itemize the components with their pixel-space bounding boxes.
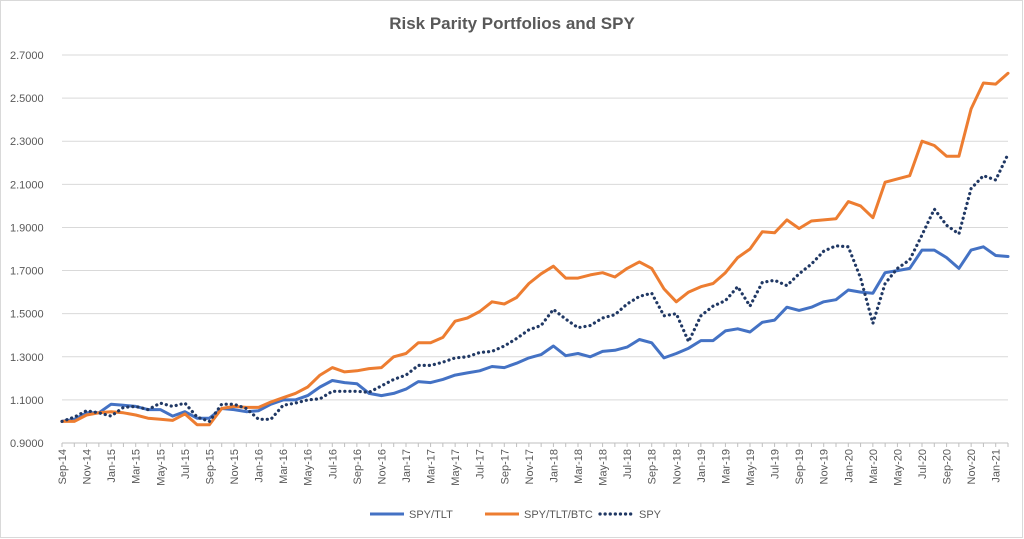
series-line-spy-tlt-btc (60, 71, 1010, 427)
legend-label: SPY/TLT (409, 509, 453, 521)
x-tick-label: Sep-16 (352, 449, 364, 484)
x-tick-label: Nov-17 (524, 449, 536, 484)
series-line-spy (60, 152, 1010, 423)
x-tick-label: Mar-17 (426, 449, 438, 484)
y-tick-label: 2.3000 (10, 136, 44, 148)
x-tick-label: Jul-15 (180, 449, 192, 479)
gridlines (62, 54, 1008, 401)
x-tick-label: Nov-19 (819, 449, 831, 484)
x-tick-label: Jan-16 (254, 449, 266, 483)
x-tick-label: May-16 (303, 449, 315, 486)
x-tick-label: Mar-18 (573, 449, 585, 484)
legend: SPY/TLT SPY/TLT/BTC SPY (370, 509, 662, 521)
x-tick-label: Sep-18 (647, 449, 659, 484)
x-tick-label: May-19 (745, 449, 757, 486)
x-tick-label: Jan-19 (696, 449, 708, 483)
x-tick-label: Jan-17 (401, 449, 413, 483)
x-tick-label: Jan-21 (991, 449, 1003, 483)
x-tick-label: Jul-17 (475, 449, 487, 479)
legend-label: SPY/TLT/BTC (524, 509, 593, 521)
x-tick-label: Nov-16 (376, 449, 388, 484)
x-tick-label: Jan-15 (106, 449, 118, 483)
x-tick-label: Sep-15 (204, 449, 216, 484)
y-tick-label: 1.1000 (10, 395, 44, 407)
y-tick-label: 2.5000 (10, 93, 44, 105)
x-tick-label: May-15 (155, 449, 167, 486)
x-tick-label: Nov-15 (229, 449, 241, 484)
x-tick-label: Jul-19 (770, 449, 782, 479)
x-tick-label: Mar-19 (720, 449, 732, 484)
x-tick-label: Sep-19 (794, 449, 806, 484)
x-tick-label: Nov-14 (82, 449, 94, 484)
x-tick-label: Sep-17 (499, 449, 511, 484)
x-tick-label: Mar-16 (278, 449, 290, 484)
y-tick-label: 2.7000 (10, 50, 44, 62)
y-tick-label: 1.5000 (10, 309, 44, 321)
x-tick-label: Sep-14 (57, 449, 69, 484)
x-tick-label: May-18 (598, 449, 610, 486)
x-tick-label: May-20 (892, 449, 904, 486)
series-line-spy-tlt (60, 245, 1010, 423)
x-tick-label: Mar-15 (131, 449, 143, 484)
x-tick-label: Nov-18 (671, 449, 683, 484)
chart-title: Risk Parity Portfolios and SPY (389, 14, 635, 33)
x-tick-label: Jul-16 (327, 449, 339, 479)
y-tick-label: 1.3000 (10, 352, 44, 364)
x-tick-label: Sep-20 (942, 449, 954, 484)
axes: 0.9000 1.1000 1.3000 1.5000 1.7000 1.9000 2.10… (10, 50, 1009, 486)
x-tick-label: Jan-20 (843, 449, 855, 483)
x-tick-label: Nov-20 (966, 449, 978, 484)
y-tick-label: 1.9000 (10, 222, 44, 234)
x-tick-label: Jan-18 (548, 449, 560, 483)
x-tick-label: Jul-20 (917, 449, 929, 479)
x-tick-label: May-17 (450, 449, 462, 486)
y-tick-label: 0.9000 (10, 438, 44, 450)
legend-label: SPY (639, 509, 662, 521)
y-tick-label: 1.7000 (10, 266, 44, 278)
y-tick-label: 2.1000 (10, 179, 44, 191)
x-tick-label: Jul-18 (622, 449, 634, 479)
x-tick-label: Mar-20 (868, 449, 880, 484)
series-lines (60, 71, 1010, 427)
